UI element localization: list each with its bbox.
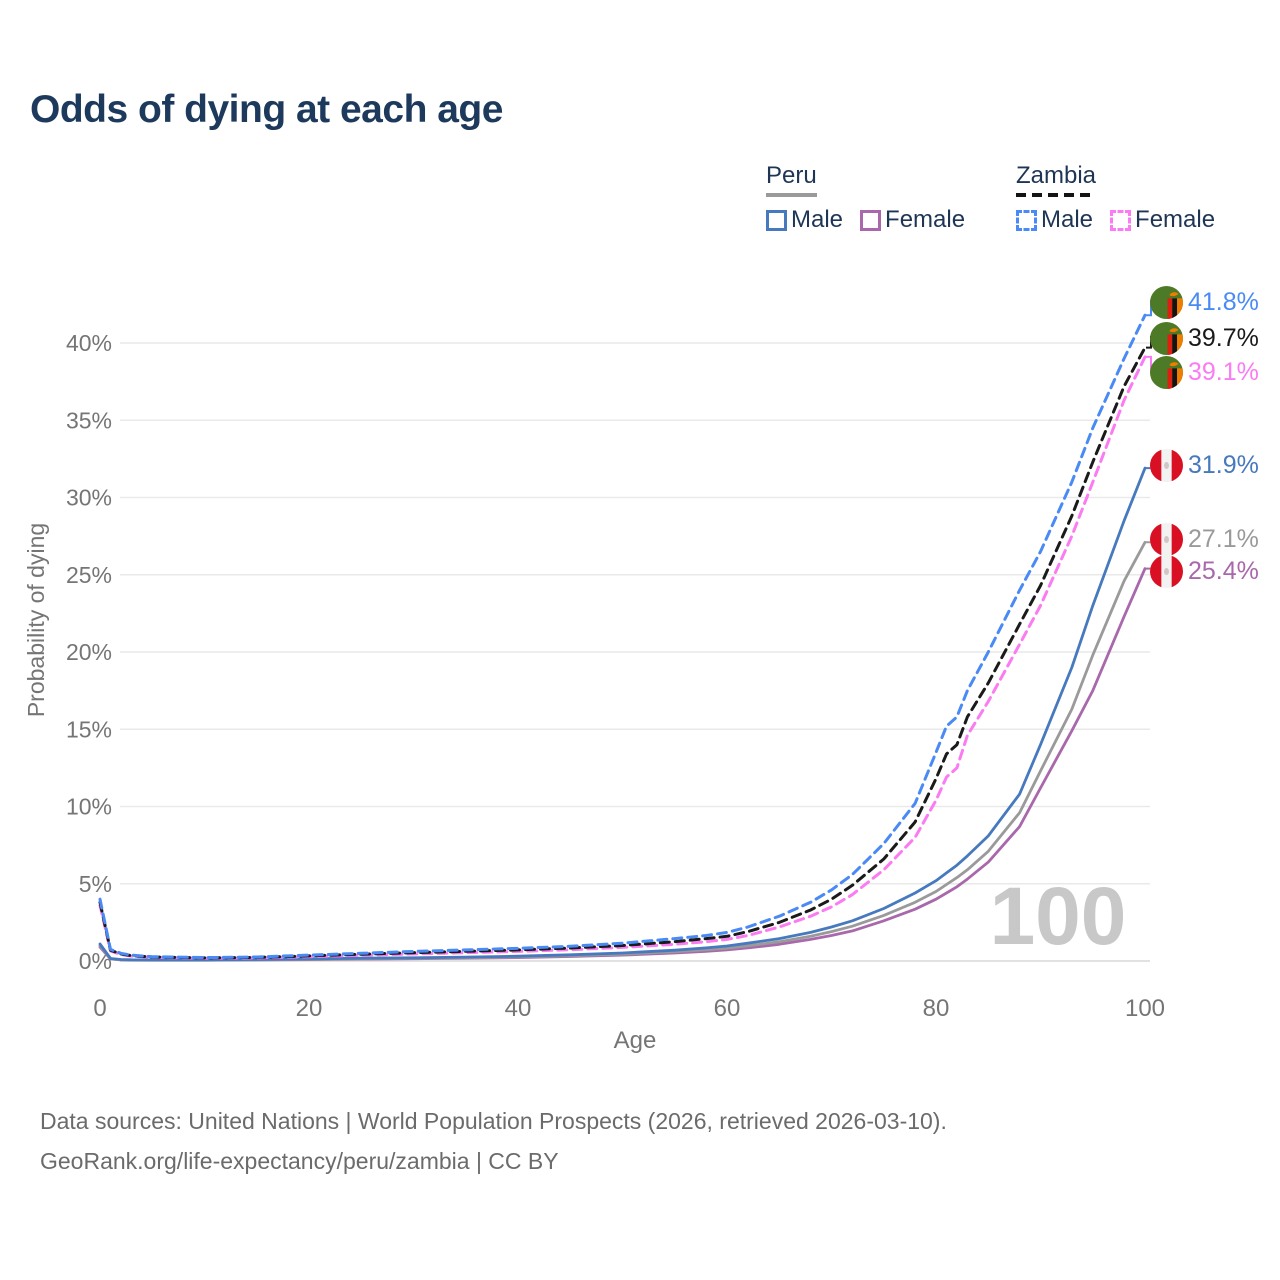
legend-zambia-header[interactable]: Zambia	[1016, 162, 1097, 197]
zambia-flag-icon	[1150, 355, 1183, 389]
peru-flag-icon	[1150, 522, 1183, 556]
series-line-peru-male	[98, 466, 1147, 962]
end-value: 31.9%	[1188, 450, 1259, 479]
series-line-peru-both	[98, 540, 1147, 962]
series-line-zambia-female	[98, 355, 1147, 960]
end-label-peru-female: 25.4%	[1150, 554, 1259, 588]
legend-peru-header[interactable]: Peru	[766, 162, 817, 197]
y-tick-label: 5%	[79, 871, 112, 897]
series-line-peru-female	[98, 567, 1147, 962]
end-value: 41.8%	[1188, 287, 1259, 316]
peru-flag-icon	[1150, 448, 1183, 482]
footer-data-sources: Data sources: United Nations | World Pop…	[40, 1108, 947, 1134]
end-value: 25.4%	[1188, 556, 1259, 585]
y-tick-label: 30%	[66, 485, 112, 511]
zambia-flag-icon	[1150, 285, 1183, 319]
page-title: Odds of dying at each age	[30, 88, 503, 131]
legend-group-peru: Peru Male Female	[766, 162, 982, 234]
x-tick-label: 100	[1125, 995, 1165, 1022]
legend-peru-female-label[interactable]: Female	[885, 206, 966, 233]
y-tick-label: 20%	[66, 639, 112, 665]
legend-zambia-label: Zambia	[1016, 162, 1097, 189]
x-tick-label: 20	[296, 995, 323, 1022]
zambia-flag-icon	[1150, 321, 1183, 355]
zambia-female-swatch[interactable]	[1110, 209, 1132, 231]
legend-peru-label: Peru	[766, 162, 817, 189]
x-tick-label: 0	[93, 995, 106, 1022]
end-label-zambia-female: 39.1%	[1150, 355, 1259, 389]
x-tick-label: 80	[923, 995, 950, 1022]
watermark-age: 100	[990, 871, 1127, 962]
peru-female-swatch[interactable]	[860, 209, 882, 231]
end-value: 39.7%	[1188, 323, 1259, 352]
end-label-peru-male: 31.9%	[1150, 448, 1259, 482]
peru-flag-icon	[1150, 554, 1183, 588]
zambia-both-line-swatch	[1016, 193, 1097, 197]
x-axis-title: Age	[614, 1027, 657, 1054]
end-label-peru-both: 27.1%	[1150, 522, 1259, 556]
y-tick-label: 15%	[66, 716, 112, 742]
line-chart-plot: 0%5%10%15%20%25%30%35%40%0 20 40 60 80 100Age…	[23, 300, 1165, 1054]
y-tick-label: 25%	[66, 562, 112, 588]
end-value: 39.1%	[1188, 357, 1259, 386]
y-axis-title: Probability of dying	[23, 523, 49, 717]
legend-group-zambia: Zambia Male Female	[1016, 162, 1232, 234]
series-line-zambia-male	[98, 313, 1147, 960]
end-value: 27.1%	[1188, 524, 1259, 553]
y-tick-label: 10%	[66, 794, 112, 820]
x-tick-label: 40	[505, 995, 532, 1022]
peru-male-swatch[interactable]	[766, 209, 787, 231]
x-tick-label: 60	[714, 995, 741, 1022]
y-tick-label: 35%	[66, 407, 112, 433]
zambia-male-swatch[interactable]	[1016, 209, 1037, 231]
footer-attribution: GeoRank.org/life-expectancy/peru/zambia …	[40, 1148, 559, 1174]
end-label-zambia-male: 41.8%	[1150, 285, 1259, 319]
legend-peru-male-label[interactable]: Male	[791, 206, 844, 233]
end-label-zambia-both: 39.7%	[1150, 321, 1259, 355]
peru-both-line-swatch	[766, 193, 817, 197]
y-tick-label: 40%	[66, 330, 112, 356]
legend-zambia-female-label[interactable]: Female	[1135, 206, 1216, 233]
legend-zambia-male-label[interactable]: Male	[1041, 206, 1094, 233]
